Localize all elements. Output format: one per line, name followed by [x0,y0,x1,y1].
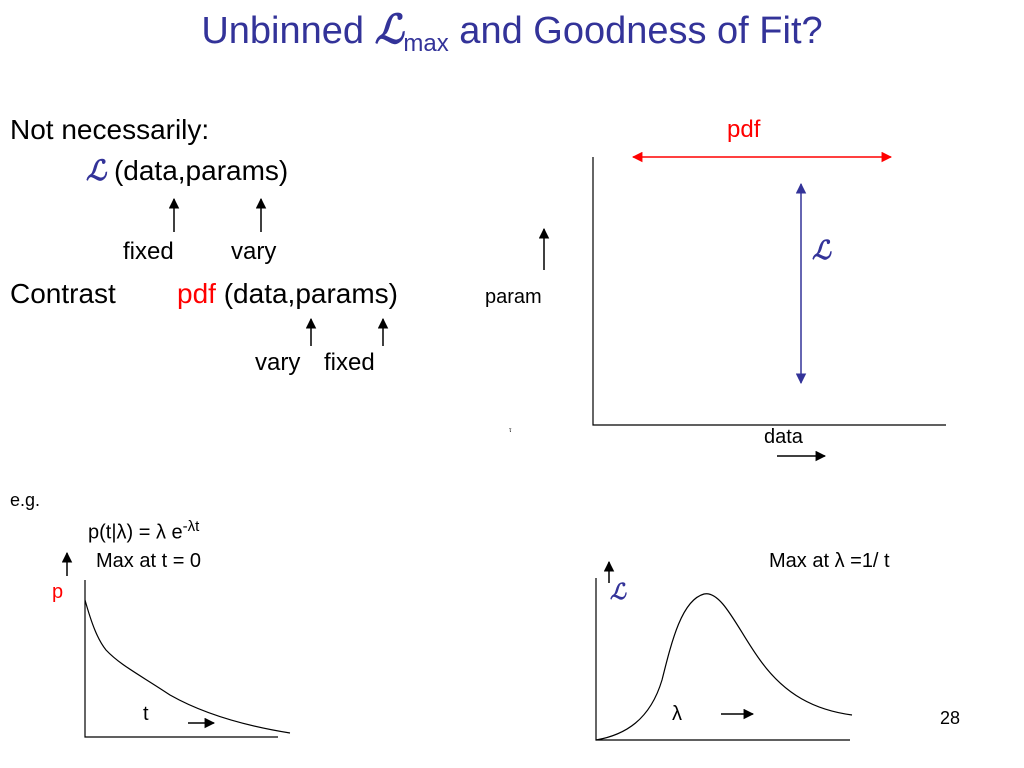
formula-text: p(t|λ) = λ e [88,521,183,544]
left-plot-y-label: p [52,581,64,603]
pdf-label: pdf [727,116,761,143]
contrast-pdf: pdf [177,278,216,309]
title-prefix: Unbinned [201,10,375,52]
slide-title: Unbinned ℒmax and Goodness of Fit? [0,6,1024,58]
contrast-word: Contrast [10,278,116,309]
contrast-label-vary: vary [255,349,301,376]
title-likelihood-symbol: ℒ [374,7,404,52]
right-plot-axes [595,578,850,741]
data-axis-label: data [764,426,803,448]
contrast-label-fixed: fixed [324,349,375,376]
title-suffix: and Goodness of Fit? [448,10,823,52]
param-axis-label: param [485,286,542,308]
example-label: e.g. [10,490,41,510]
left-plot-decay-curve [84,599,291,734]
right-plot-likelihood-curve [595,593,853,741]
max-at-lambda: Max at λ =1/ t [769,550,890,572]
right-plot-y-label: ℒ [610,579,626,604]
intro-args: (data,params) [113,155,289,186]
example-formula: p(t|λ) = λ e-λt [88,518,199,545]
tiny-mark: τ [509,428,512,434]
formula-exponent: -λt [182,518,200,535]
title-subscript: max [403,30,449,57]
intro-likelihood-symbol: ℒ [86,156,107,187]
intro-label-vary: vary [231,238,277,265]
intro-heading: Not necessarily: [10,114,210,145]
intro-likelihood-expression: ℒ (data,params) [86,154,288,188]
contrast-expression: pdf (data,params) [177,278,398,310]
intro-label-fixed: fixed [123,238,174,265]
left-plot-axes [84,580,278,738]
left-plot-x-label: t [143,703,149,725]
contrast-args: (data,params) [223,278,399,309]
slide-number: 28 [940,708,961,728]
diagram-axes [592,157,946,426]
max-at-t-zero: Max at t = 0 [96,550,202,572]
right-plot-x-label: λ [672,703,682,725]
likelihood-label: ℒ [812,236,831,265]
